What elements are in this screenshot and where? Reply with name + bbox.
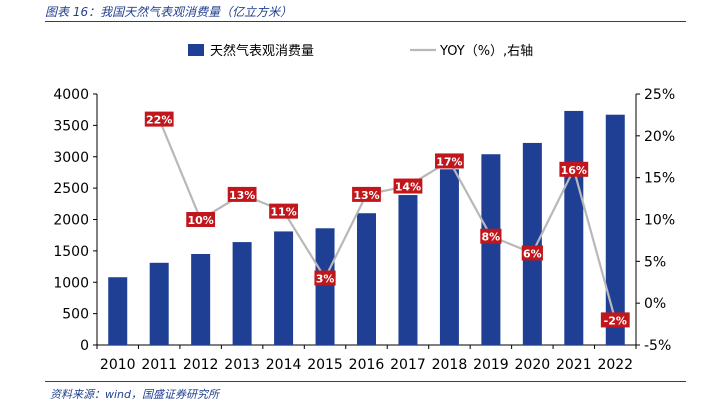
left-tick-label: 4000	[53, 87, 89, 103]
yoy-label: 17%	[436, 155, 462, 168]
right-tick-label: 5%	[644, 254, 666, 270]
x-tick-label: 2011	[141, 357, 177, 373]
bar	[357, 213, 376, 345]
legend-bar-swatch	[188, 44, 204, 56]
yoy-label: 6%	[523, 247, 542, 260]
x-tick-label: 2010	[100, 357, 136, 373]
yoy-label: 10%	[187, 214, 213, 227]
right-tick-label: 25%	[644, 87, 675, 103]
x-tick-label: 2020	[515, 357, 551, 373]
bar	[108, 277, 128, 345]
left-tick-label: 3000	[53, 150, 89, 166]
right-tick-label: 20%	[644, 129, 675, 145]
bar	[481, 154, 501, 345]
yoy-label: 3%	[316, 273, 335, 286]
yoy-label-box	[227, 186, 257, 202]
right-tick-label: 10%	[644, 213, 675, 229]
yoy-line	[158, 118, 617, 321]
yoy-label-box	[600, 312, 630, 328]
bar	[439, 169, 459, 345]
x-tick-label: 2015	[307, 357, 343, 373]
yoy-label-box	[314, 270, 336, 286]
left-tick-label: 0	[80, 338, 89, 354]
yoy-label: 22%	[146, 114, 172, 127]
legend-line-label: YOY（%）,右轴	[439, 44, 533, 59]
yoy-label: 14%	[395, 181, 421, 194]
yoy-label: 8%	[482, 231, 501, 244]
x-tick-label: 2018	[432, 357, 468, 373]
yoy-label-box	[144, 111, 174, 127]
bar	[564, 110, 584, 345]
bar	[605, 114, 625, 346]
left-tick-label: 2000	[53, 213, 89, 229]
left-tick-label: 1500	[53, 244, 89, 260]
right-tick-label: 15%	[644, 171, 675, 187]
yoy-label-box	[480, 228, 502, 244]
yoy-label-box	[269, 203, 298, 219]
x-tick-label: 2016	[349, 357, 385, 373]
yoy-label-box	[393, 178, 423, 194]
bar	[522, 142, 542, 345]
yoy-label: 16%	[561, 164, 587, 177]
x-tick-label: 2019	[473, 357, 509, 373]
x-tick-label: 2022	[597, 357, 633, 373]
right-tick-label: 0%	[644, 296, 666, 312]
source-rule	[45, 381, 686, 382]
yoy-label-box	[435, 153, 464, 169]
left-tick-label: 2500	[53, 181, 89, 197]
source-note: 资料来源：wind，国盛证券研究所	[50, 388, 220, 401]
yoy-label: 11%	[270, 206, 296, 219]
title-rule	[45, 21, 686, 22]
x-tick-label: 2014	[266, 357, 302, 373]
left-tick-label: 3500	[53, 118, 89, 134]
figure-title: 图表 16：我国天然气表观消费量（亿立方米）	[45, 5, 293, 19]
left-tick-label: 1000	[53, 275, 89, 291]
yoy-label: 13%	[229, 189, 255, 202]
bar	[191, 254, 211, 345]
yoy-label-box	[352, 186, 381, 202]
yoy-label-box	[186, 212, 216, 227]
left-tick-label: 500	[62, 307, 89, 323]
x-tick-label: 2013	[224, 357, 260, 373]
yoy-label: -2%	[604, 314, 627, 327]
bar	[398, 195, 418, 345]
yoy-label-box	[521, 245, 543, 261]
legend-bar-label: 天然气表观消费量	[210, 43, 314, 59]
bar	[315, 228, 335, 345]
x-tick-label: 2012	[183, 357, 219, 373]
x-tick-label: 2017	[390, 357, 426, 373]
x-tick-label: 2021	[556, 357, 592, 373]
bar	[232, 242, 252, 345]
bar	[274, 231, 294, 345]
yoy-label: 13%	[353, 189, 379, 202]
bar	[149, 262, 169, 345]
right-tick-label: -5%	[644, 338, 671, 354]
yoy-label-box	[559, 161, 589, 177]
